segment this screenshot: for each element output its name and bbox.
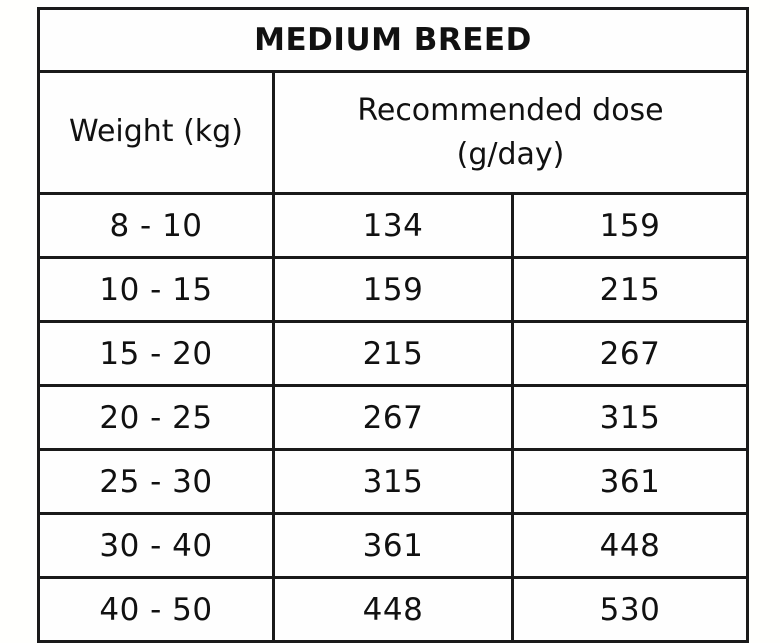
table-row: 30 - 40 361 448 [37,512,750,579]
table-title-row: MEDIUM BREED [36,7,750,73]
feeding-guide-table: MEDIUM BREED Weight (kg) Recommended dos… [36,7,750,643]
cell-dose-min: 159 [272,256,514,323]
cell-dose-max: 315 [510,384,750,451]
cell-weight-range: 30 - 40 [37,512,275,579]
table-row: 10 - 15 159 215 [37,256,750,323]
table-row: 25 - 30 315 361 [37,448,750,515]
cell-weight-range: 10 - 15 [37,256,275,323]
dose-header-line-1: Recommended dose [357,93,664,128]
table-row: 20 - 25 267 315 [37,384,750,451]
cell-weight-range: 8 - 10 [37,192,275,259]
column-header-recommended-dose: Recommended dose (g/day) [271,70,750,195]
cell-dose-min: 215 [272,320,514,387]
cell-dose-max: 448 [510,512,750,579]
table-row: 15 - 20 215 267 [37,320,750,387]
column-header-weight: Weight (kg) [37,70,275,195]
dose-header-line-2: (g/day) [456,136,565,172]
cell-dose-max: 530 [510,576,750,643]
cell-dose-max: 159 [510,192,750,259]
cell-weight-range: 20 - 25 [37,384,275,451]
cell-dose-min: 361 [272,512,514,579]
cell-weight-range: 40 - 50 [37,576,275,643]
table-row: 8 - 10 134 159 [37,192,750,259]
cell-weight-range: 25 - 30 [37,448,275,515]
table-title: MEDIUM BREED [36,7,750,73]
table-body: 8 - 10 134 159 10 - 15 159 215 15 - 20 215 267 20… [37,192,750,643]
cell-dose-max: 267 [510,320,750,387]
cell-dose-min: 134 [272,192,514,259]
cell-dose-min: 267 [272,384,514,451]
cell-weight-range: 15 - 20 [37,320,275,387]
table-row: 40 - 50 448 530 [37,576,750,643]
table-header-row: Weight (kg) Recommended dose (g/day) [37,70,750,195]
cell-dose-min: 315 [272,448,514,515]
cell-dose-max: 361 [510,448,750,515]
cell-dose-max: 215 [510,256,750,323]
feeding-guide-table-container: MEDIUM BREED Weight (kg) Recommended dos… [36,7,750,643]
cell-dose-min: 448 [272,576,514,643]
